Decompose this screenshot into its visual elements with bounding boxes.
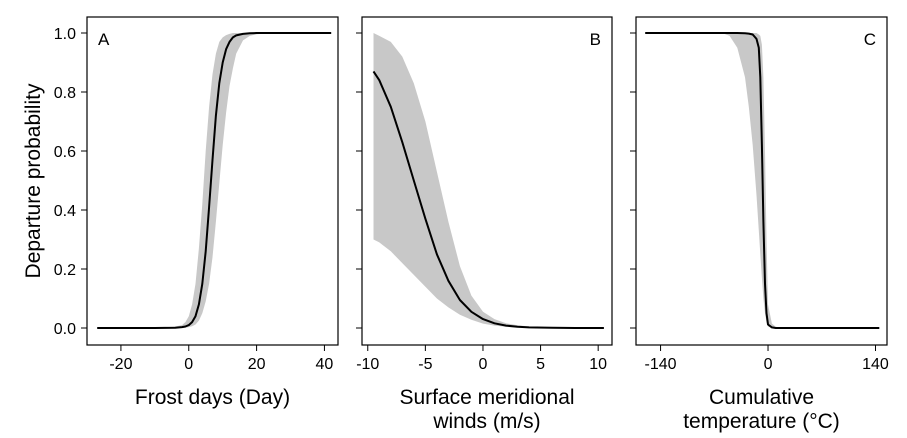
- panel-a-frame: [86, 16, 339, 346]
- panel-b-x-tick-label: 5: [536, 356, 545, 373]
- y-tick-label: 0.6: [54, 144, 76, 161]
- y-tick-label: 0.8: [54, 85, 76, 102]
- panel-a-letter: A: [98, 30, 110, 49]
- panel-a-ticks: -20 0 20 40 0.0 0.2 0.4 0.6 0.8 1.0: [54, 26, 334, 373]
- panel-b-x-axis-title: winds (m/s): [432, 410, 540, 433]
- panel-a-x-axis-title: Frost days (Day): [135, 386, 290, 409]
- panel-b-letter: B: [590, 30, 601, 49]
- y-tick-label: 1.0: [54, 26, 76, 43]
- panel-c-frame: [635, 16, 888, 346]
- panel-a-x-tick-label: -20: [109, 356, 132, 373]
- panel-c-x-tick-label: -140: [645, 356, 677, 373]
- panel-a-band: [97, 33, 332, 328]
- panel-a-x-tick-label: 0: [184, 356, 193, 373]
- y-tick-label: 0.0: [54, 321, 76, 338]
- panel-a: -20 0 20 40 0.0 0.2 0.4 0.6 0.8 1.0 A Frost days …: [54, 16, 339, 409]
- y-tick-label: 0.4: [54, 203, 76, 220]
- panel-b-x-tick-label: 0: [479, 356, 488, 373]
- y-tick-label: 0.2: [54, 262, 76, 279]
- panel-a-confidence-band: [97, 33, 332, 328]
- y-axis-title: Departure probability: [22, 83, 45, 278]
- panel-a-x-tick-label: 20: [248, 356, 266, 373]
- panel-b-x-tick-label: 10: [589, 356, 607, 373]
- panel-b-confidence-band: [373, 33, 604, 328]
- panel-a-x-tick-label: 40: [316, 356, 334, 373]
- panel-c-mean-line: [645, 32, 880, 329]
- panel-b-line: [372, 70, 604, 329]
- panel-c-x-tick-label: 140: [862, 356, 889, 373]
- panel-b-x-axis-title: Surface meridional: [399, 386, 574, 409]
- panel-b-ticks: -10 -5 0 5 10: [356, 32, 607, 373]
- panel-a-mean-line: [97, 32, 332, 329]
- panel-c-ticks: -140 0 140: [630, 32, 889, 373]
- panel-b-x-tick-label: -10: [356, 356, 379, 373]
- panel-a-line: [97, 32, 332, 329]
- panel-b-x-tick-label: -5: [418, 356, 432, 373]
- panel-c-letter: C: [864, 30, 876, 49]
- panel-c-x-axis-title: Cumulative: [709, 386, 814, 409]
- panel-b-frame: [361, 16, 613, 346]
- panel-b-band: [373, 33, 604, 328]
- panel-b-mean-line: [372, 70, 604, 329]
- panel-c-line: [645, 32, 880, 329]
- panel-c-x-tick-label: 0: [764, 356, 773, 373]
- panel-c-x-axis-title: temperature (°C): [683, 410, 840, 433]
